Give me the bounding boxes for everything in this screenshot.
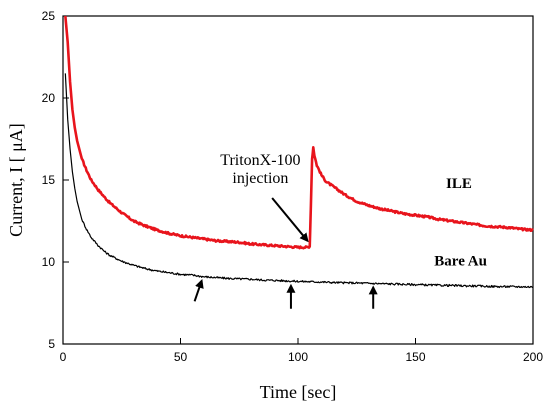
x-tick-label: 50 xyxy=(174,350,188,364)
series-line-ile xyxy=(64,15,534,250)
y-axis-title: Current, I [ μA] xyxy=(6,123,26,237)
marker-arrow xyxy=(193,278,204,302)
x-axis-title: Time [sec] xyxy=(260,382,337,402)
annotation-arrow xyxy=(271,197,309,243)
y-tick-label: 25 xyxy=(42,9,56,23)
y-tick-label: 10 xyxy=(42,255,56,269)
x-tick-label: 200 xyxy=(523,350,543,364)
y-tick-label: 20 xyxy=(42,91,56,105)
series-layer xyxy=(64,15,534,289)
y-tick-label: 5 xyxy=(48,337,55,351)
axis-ticks: 0 50 100 150 200 5 10 15 20 25 xyxy=(42,9,544,364)
annotation-text: injection xyxy=(232,170,288,187)
x-tick-label: 100 xyxy=(288,350,308,364)
series-label: Bare Au xyxy=(434,253,487,269)
x-tick-label: 0 xyxy=(60,350,67,364)
series-label: ILE xyxy=(446,176,472,192)
annotation-text: TritonX-100 xyxy=(220,152,300,169)
x-tick-label: 150 xyxy=(405,350,425,364)
series-line-bare-au xyxy=(64,73,534,289)
y-tick-label: 15 xyxy=(42,173,56,187)
